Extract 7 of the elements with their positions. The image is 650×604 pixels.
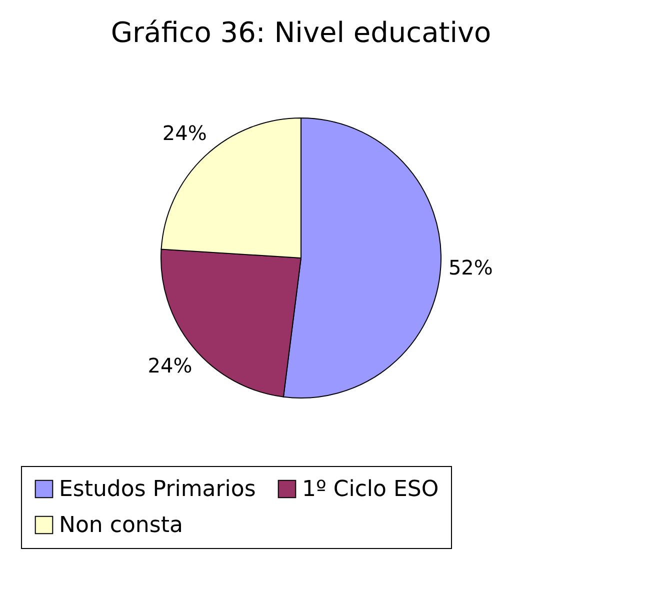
data-label: 52% (448, 256, 493, 280)
legend-label: Estudos Primarios (59, 477, 256, 502)
chart-title: Gráfico 36: Nivel educativo (110, 16, 492, 49)
legend-label: 1º Ciclo ESO (302, 477, 439, 502)
data-label: 24% (148, 353, 192, 378)
data-label: 24% (162, 121, 207, 146)
legend-label: Non consta (59, 513, 183, 538)
